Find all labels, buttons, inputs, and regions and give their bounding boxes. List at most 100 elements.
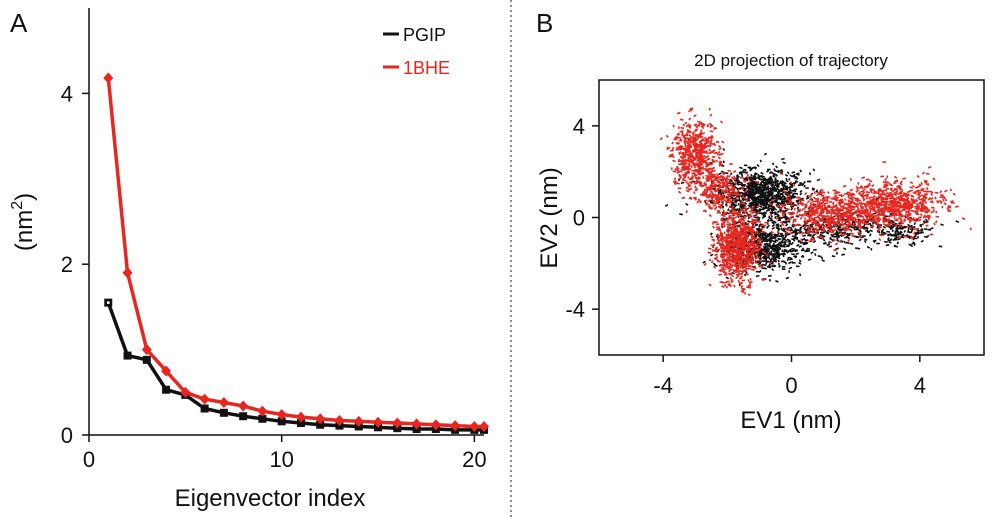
scatter-point-1bhe <box>820 192 823 196</box>
scatter-point-1bhe <box>724 179 728 183</box>
scatter-point-pgip <box>924 220 929 224</box>
scatter-point-pgip <box>847 233 851 237</box>
scatter-point-1bhe <box>740 289 744 293</box>
scatter-point-1bhe <box>854 204 858 208</box>
scatter-point-pgip <box>776 255 780 258</box>
scatter-point-1bhe <box>709 190 713 194</box>
series-1bhe-point <box>469 420 480 432</box>
scatter-point-1bhe <box>857 225 862 229</box>
scatter-point-1bhe <box>708 258 712 262</box>
scatter-point-pgip <box>799 181 804 186</box>
scatter-point-pgip <box>714 264 718 267</box>
scatter-point-1bhe <box>751 251 756 255</box>
scatter-point-1bhe <box>721 266 725 270</box>
scatter-point-1bhe <box>703 262 707 266</box>
scatter-point-pgip <box>712 187 716 191</box>
scatter-point-1bhe <box>665 134 669 138</box>
scatter-point-1bhe <box>786 228 791 231</box>
scatter-point-1bhe <box>708 214 712 218</box>
scatter-point-pgip <box>773 236 776 240</box>
scatter-point-pgip <box>735 199 740 202</box>
series-1bhe-point <box>353 415 364 427</box>
scatter-point-1bhe <box>724 257 728 261</box>
scatter-point-pgip <box>736 225 741 228</box>
scatter-point-1bhe <box>817 223 820 226</box>
scatter-point-1bhe <box>746 243 750 246</box>
scatter-point-1bhe <box>689 152 693 156</box>
scatter-point-1bhe <box>709 130 714 133</box>
scatter-point-1bhe <box>819 223 823 227</box>
scatter-point-pgip <box>755 195 759 199</box>
scatter-point-1bhe <box>861 208 866 212</box>
scatter-point-pgip <box>761 234 764 238</box>
scatter-point-1bhe <box>744 252 749 257</box>
scatter-point-1bhe <box>716 152 719 156</box>
scatter-point-1bhe <box>760 227 763 231</box>
scatter-point-1bhe <box>703 190 706 194</box>
scatter-point-pgip <box>755 274 760 278</box>
scatter-point-1bhe <box>899 198 903 202</box>
scatter-point-1bhe <box>828 224 833 227</box>
scatter-point-1bhe <box>735 196 739 200</box>
series-1bhe-point <box>411 418 422 430</box>
scatter-point-pgip <box>763 248 768 251</box>
scatter-point-1bhe <box>727 197 731 201</box>
scatter-point-pgip <box>788 182 792 186</box>
scatter-point-pgip <box>740 206 745 210</box>
scatter-point-1bhe <box>718 147 722 151</box>
scatter-point-pgip <box>773 211 777 215</box>
scatter-point-1bhe <box>918 216 922 219</box>
scatter-point-1bhe <box>758 241 761 245</box>
scatter-point-1bhe <box>735 245 740 248</box>
scatter-point-1bhe <box>800 238 803 242</box>
scatter-point-pgip <box>774 244 777 248</box>
scatter-point-pgip <box>771 264 776 268</box>
scatter-point-pgip <box>773 233 776 237</box>
scatter-point-pgip <box>718 172 722 176</box>
scatter-point-1bhe <box>927 183 930 186</box>
scatter-point-pgip <box>769 234 774 238</box>
scatter-point-1bhe <box>682 174 686 178</box>
scatter-point-1bhe <box>809 237 814 241</box>
scatter-point-pgip <box>775 185 780 188</box>
scatter-point-1bhe <box>712 225 715 229</box>
scatter-point-pgip <box>843 240 847 244</box>
scatter-point-1bhe <box>736 265 740 269</box>
series-1bhe-point <box>103 72 114 84</box>
scatter-point-pgip <box>748 205 753 208</box>
scatter-point-1bhe <box>850 194 854 198</box>
scatter-point-1bhe <box>725 262 729 267</box>
scatter-point-pgip <box>872 212 877 215</box>
scatter-point-pgip <box>907 228 910 232</box>
scatter-point-1bhe <box>742 196 747 200</box>
scatter-point-pgip <box>862 225 866 229</box>
scatter-point-1bhe <box>746 173 749 177</box>
scatter-point-1bhe <box>884 202 888 206</box>
scatter-point-1bhe <box>720 194 725 198</box>
scatter-point-pgip <box>774 197 778 201</box>
scatter-point-1bhe <box>930 210 935 214</box>
scatter-point-pgip <box>772 240 777 244</box>
scatter-point-pgip <box>867 230 871 234</box>
scatter-point-1bhe <box>810 209 815 212</box>
scatter-point-1bhe <box>831 229 835 233</box>
scatter-point-1bhe <box>694 182 698 185</box>
scatter-point-pgip <box>895 227 899 231</box>
scatter-point-1bhe <box>857 231 861 235</box>
scatter-point-1bhe <box>682 178 685 182</box>
scatter-point-pgip <box>895 235 899 239</box>
scatter-point-1bhe <box>846 208 850 212</box>
scatter-point-1bhe <box>710 244 715 247</box>
scatter-point-1bhe <box>703 136 708 140</box>
scatter-point-1bhe <box>878 212 881 216</box>
scatter-point-1bhe <box>885 206 890 210</box>
scatter-point-1bhe <box>849 178 853 181</box>
scatter-point-1bhe <box>731 248 735 252</box>
scatter-point-1bhe <box>721 285 725 289</box>
scatter-point-1bhe <box>748 260 753 263</box>
scatter-point-1bhe <box>743 179 747 183</box>
series-1bhe-point <box>392 417 403 429</box>
scatter-point-1bhe <box>708 162 713 166</box>
scatter-point-1bhe <box>684 175 687 179</box>
panel-a-x-tick-label: 0 <box>83 447 95 472</box>
